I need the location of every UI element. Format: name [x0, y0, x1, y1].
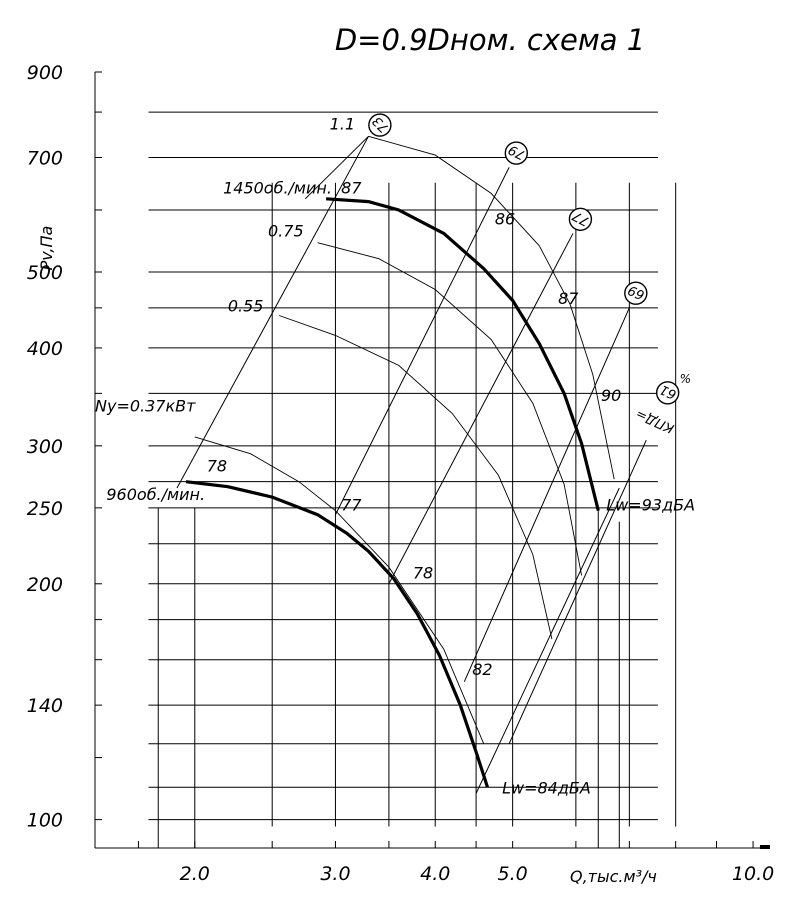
efficiency-line	[463, 307, 630, 682]
efficiency-label: 77	[570, 207, 592, 228]
efficiency-suffix: %	[680, 372, 691, 386]
power-curve	[194, 436, 485, 744]
x-tick-label: 3.0	[320, 863, 350, 885]
chart-title: D=0.9Dном. схема 1	[335, 23, 645, 57]
y-tick-label: 700	[27, 148, 63, 170]
speed-curve	[185, 480, 490, 788]
efficiency-label: 69	[626, 282, 647, 302]
efficiency-label: 61	[658, 381, 679, 401]
y-axis-title: Pv,Па	[37, 226, 56, 271]
x-tick-label: 5.0	[498, 863, 528, 885]
y-tick-label: 100	[27, 810, 63, 832]
y-tick-label: 500	[27, 262, 63, 284]
system-line	[475, 487, 620, 794]
efficiency-prefix: КПД=	[634, 406, 677, 436]
y-tick-label: 200	[27, 574, 63, 596]
efficiency-circle	[624, 281, 648, 305]
curves	[185, 135, 615, 788]
y-tick-label: 900	[27, 62, 63, 84]
speed-curve	[325, 197, 600, 511]
efficiency-circle	[568, 207, 593, 231]
curve-point-label: Lw=84дБА	[502, 778, 591, 797]
curve-point-label: 0.55	[228, 297, 264, 316]
curve-point-label: 86	[495, 209, 515, 228]
curve-point-label: 82	[472, 660, 492, 679]
efficiency-circle	[655, 381, 680, 405]
power-curve	[317, 242, 583, 576]
curve-point-label: Lw=93дБА	[606, 496, 695, 515]
y-tick-label: 250	[27, 498, 63, 520]
system-line	[176, 136, 369, 489]
y-tick-label: 300	[27, 436, 63, 458]
curve-point-label: Ny=0.37кВт	[95, 396, 196, 415]
efficiency-circle	[368, 113, 392, 137]
x-tick-label: 4.0	[420, 863, 450, 885]
efficiency-label: 79	[506, 141, 528, 162]
curve-point-label: 1.1	[330, 115, 355, 134]
x-tick-label: 10.0	[732, 863, 774, 885]
grid	[148, 111, 677, 848]
x-tick-label: 2.0	[180, 863, 210, 885]
curve-point-label: 90	[601, 386, 621, 405]
efficiency-line	[508, 439, 647, 744]
efficiency-line	[334, 167, 510, 515]
x-axis-title: Q,тыс.м³/ч	[570, 867, 657, 886]
power-curve	[278, 315, 553, 640]
efficiency-circle	[504, 141, 529, 165]
curve-point-label: 87	[341, 178, 362, 197]
power-curve	[368, 135, 615, 480]
axes: 2.0 3.0 4.0 5.0 10.0 900 700 500 400 300 250 200 140…	[27, 62, 774, 885]
curve-point-label: 0.75	[268, 221, 304, 240]
curve-point-label: 77	[341, 496, 362, 515]
curve-point-label: 78	[207, 457, 227, 476]
curve-point-label: 960об./мин.	[106, 485, 205, 504]
curve-point-label: 87	[558, 289, 579, 308]
curve-point-label: 78	[413, 564, 433, 583]
y-tick-label: 400	[27, 338, 63, 360]
efficiency-line	[304, 135, 369, 200]
curve-point-label: 1450об./мин.	[223, 178, 332, 197]
curve-labels: 87 86 87 90 78 77 78 82 Lw=93дБА Lw=84дБА 1450об./…	[95, 115, 695, 798]
y-tick-label: 140	[27, 695, 63, 717]
efficiency-line	[388, 233, 574, 585]
